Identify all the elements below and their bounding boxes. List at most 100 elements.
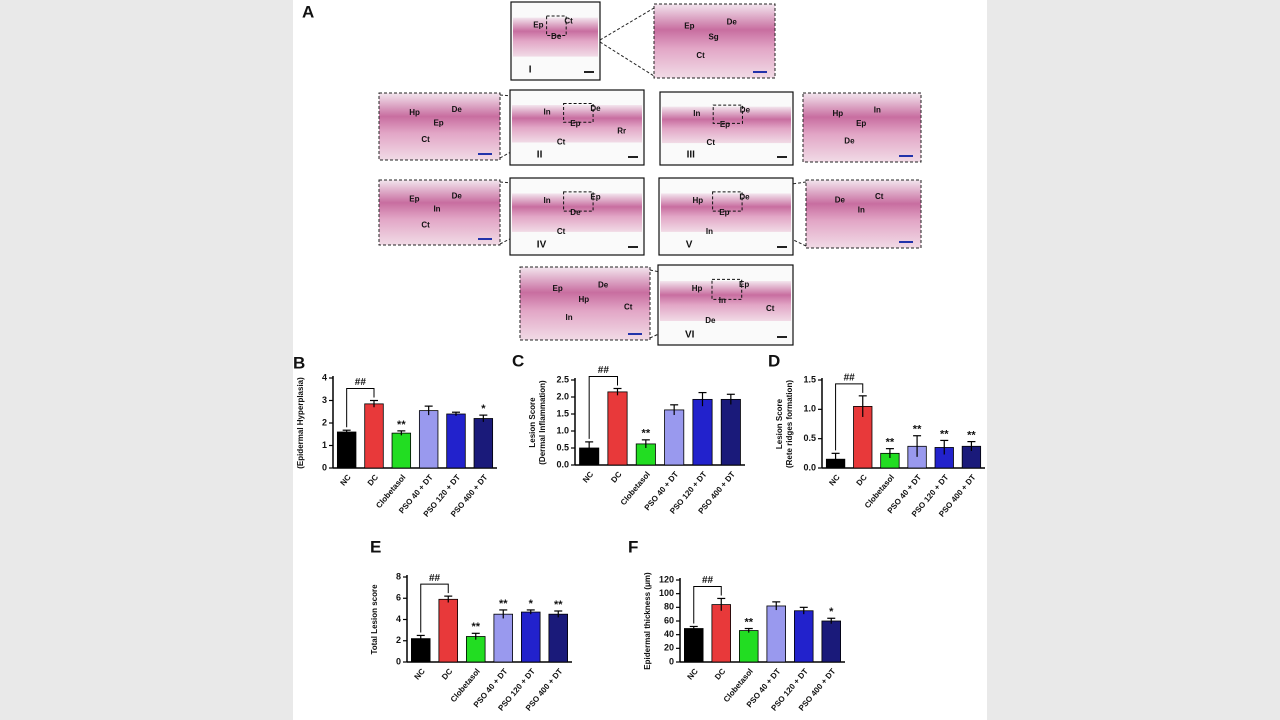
y-axis-title: Lesion Score bbox=[528, 397, 537, 448]
tissue-label: Ep bbox=[684, 21, 694, 30]
y-tick-label: 0 bbox=[669, 656, 674, 666]
y-axis-title: (Rete ridges formation) bbox=[785, 380, 794, 468]
tissue-label: In bbox=[874, 105, 881, 114]
y-tick-label: 0.5 bbox=[556, 442, 569, 452]
tissue-label: Ep bbox=[553, 284, 563, 293]
panel-label: A bbox=[302, 2, 314, 21]
inset-image bbox=[805, 179, 922, 249]
y-tick-label: 0 bbox=[396, 656, 401, 666]
y-tick-label: 8 bbox=[396, 571, 401, 581]
section-image bbox=[662, 106, 791, 144]
comparison-label: ## bbox=[702, 575, 714, 586]
tissue-label: Ct bbox=[421, 135, 430, 144]
y-tick-label: 2 bbox=[396, 635, 401, 645]
comparison-bracket bbox=[420, 583, 449, 633]
bar bbox=[711, 604, 732, 663]
y-axis-title: (Dermal Inflammation) bbox=[538, 380, 547, 465]
y-tick-label: 0 bbox=[322, 462, 327, 472]
y-tick-label: 0.0 bbox=[803, 462, 816, 472]
bar bbox=[438, 598, 458, 663]
tissue-label: De bbox=[739, 192, 750, 201]
tissue-label: De bbox=[705, 316, 716, 325]
tissue-label: Ep bbox=[570, 119, 580, 128]
y-tick-label: 1.5 bbox=[556, 408, 569, 418]
y-tick-label: 80 bbox=[664, 602, 674, 612]
significance-label: ** bbox=[913, 424, 922, 436]
y-tick-label: 120 bbox=[659, 574, 674, 584]
section-image bbox=[661, 193, 791, 232]
tissue-label: Ep bbox=[719, 208, 729, 217]
y-axis-title: Epidermal thickness (μm) bbox=[643, 572, 652, 670]
bar bbox=[664, 409, 685, 466]
bar bbox=[692, 398, 713, 466]
tissue-label: Rr bbox=[617, 126, 626, 135]
tissue-label: Hp bbox=[409, 108, 420, 117]
tissue-label: Ep bbox=[433, 118, 443, 127]
section-image bbox=[512, 193, 642, 232]
tissue-label: Sg bbox=[708, 32, 718, 41]
tissue-label: In bbox=[719, 296, 726, 305]
tissue-label: De bbox=[844, 136, 855, 145]
tissue-label: Ep bbox=[533, 21, 543, 30]
zoom-box bbox=[563, 103, 594, 123]
section-numeral: II bbox=[537, 150, 543, 161]
comparison-bracket bbox=[835, 383, 864, 451]
significance-label: ** bbox=[886, 437, 895, 449]
section-numeral: IV bbox=[537, 240, 547, 251]
tissue-label: Hp bbox=[692, 284, 703, 293]
bar bbox=[465, 636, 486, 663]
tissue-label: De bbox=[740, 105, 751, 114]
tissue-label: Ct bbox=[696, 51, 705, 60]
tissue-label: Ep bbox=[739, 280, 749, 289]
bar bbox=[521, 611, 541, 663]
section-image bbox=[513, 17, 598, 57]
bar bbox=[720, 398, 741, 466]
comparison-label: ## bbox=[429, 573, 441, 584]
panel-label: E bbox=[370, 537, 381, 556]
y-tick-label: 2.0 bbox=[556, 391, 569, 401]
y-axis-title: Lesion Score bbox=[775, 398, 784, 449]
connector bbox=[599, 7, 655, 41]
panel-label: F bbox=[628, 537, 638, 556]
bar bbox=[364, 403, 384, 469]
section-numeral: I bbox=[529, 65, 532, 76]
tissue-label: Hp bbox=[833, 109, 844, 118]
bar bbox=[418, 410, 439, 469]
panel-label: B bbox=[293, 353, 305, 372]
comparison-bracket bbox=[588, 376, 618, 439]
tissue-label: In bbox=[544, 196, 551, 205]
tissue-label: De bbox=[570, 208, 581, 217]
tissue-label: Ep bbox=[409, 195, 419, 204]
inset-image bbox=[378, 92, 501, 161]
inset-image bbox=[802, 92, 922, 163]
y-tick-label: 100 bbox=[659, 588, 674, 598]
bar bbox=[473, 418, 494, 469]
tissue-label: Hp bbox=[693, 196, 704, 205]
significance-label: ** bbox=[967, 430, 976, 442]
tissue-label: In bbox=[566, 313, 573, 322]
y-tick-label: 40 bbox=[664, 629, 674, 639]
comparison-bracket bbox=[693, 585, 722, 624]
tissue-label: Ct bbox=[624, 302, 633, 311]
comparison-label: ## bbox=[844, 372, 856, 383]
section-image bbox=[660, 281, 791, 321]
y-tick-label: 1.0 bbox=[556, 425, 569, 435]
inset-image bbox=[519, 266, 651, 341]
significance-label: ** bbox=[554, 599, 563, 611]
comparison-label: ## bbox=[598, 365, 610, 376]
significance-label: ** bbox=[397, 419, 406, 431]
comparison-bracket bbox=[346, 388, 375, 428]
significance-label: ** bbox=[744, 616, 753, 628]
tissue-label: Ct bbox=[557, 227, 566, 236]
y-tick-label: 1.0 bbox=[803, 404, 816, 414]
bar bbox=[766, 605, 787, 663]
significance-label: ** bbox=[642, 428, 651, 440]
tissue-label: Ep bbox=[590, 192, 600, 201]
tissue-label: De bbox=[452, 191, 463, 200]
tissue-label: Ep bbox=[856, 119, 866, 128]
bar bbox=[391, 432, 412, 469]
y-tick-label: 2.5 bbox=[556, 374, 569, 384]
bar bbox=[493, 613, 513, 663]
